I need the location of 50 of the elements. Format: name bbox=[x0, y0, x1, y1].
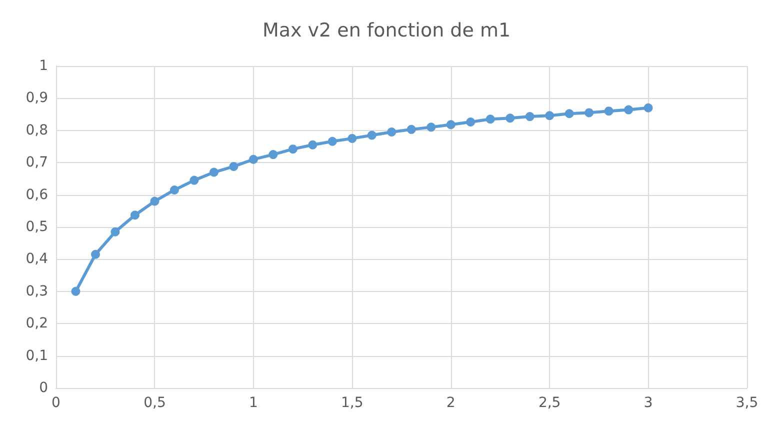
y-tick-label: 0,3 bbox=[26, 283, 48, 300]
point bbox=[446, 120, 456, 130]
point bbox=[486, 114, 495, 124]
point bbox=[348, 134, 357, 143]
x-tick-label: 0 bbox=[52, 395, 60, 411]
y-tick-label: 0 bbox=[39, 380, 48, 396]
point bbox=[90, 250, 100, 259]
y-tick-label: 1 bbox=[39, 58, 48, 74]
point bbox=[525, 112, 534, 122]
point bbox=[209, 168, 218, 177]
point bbox=[328, 136, 337, 146]
point bbox=[387, 128, 396, 137]
point bbox=[229, 162, 238, 171]
point bbox=[584, 108, 594, 118]
x-tick-label: 1 bbox=[248, 395, 258, 411]
x-tick-label: 0,5 bbox=[144, 395, 166, 411]
y-tick-label: 0,6 bbox=[26, 186, 48, 203]
y-tick-label: 0,5 bbox=[26, 219, 48, 235]
point bbox=[604, 106, 614, 116]
point bbox=[150, 196, 160, 206]
point bbox=[248, 154, 258, 164]
point bbox=[367, 130, 376, 140]
point bbox=[288, 144, 298, 154]
y-tick-label: 0,1 bbox=[26, 348, 48, 364]
point bbox=[170, 185, 179, 194]
point bbox=[644, 103, 653, 112]
point bbox=[110, 227, 120, 236]
chart-title: Max v2 en fonction de m1 bbox=[262, 20, 511, 42]
point bbox=[426, 122, 436, 132]
y-tick-label: 0,7 bbox=[26, 154, 48, 171]
point bbox=[308, 140, 318, 150]
point bbox=[406, 124, 416, 134]
point bbox=[466, 118, 476, 127]
x-tick-label: 1,5 bbox=[341, 395, 364, 411]
point bbox=[564, 109, 574, 118]
x-tick-label: 2 bbox=[446, 395, 456, 411]
point bbox=[624, 105, 634, 114]
point bbox=[506, 114, 515, 123]
y-tick-label: 0,4 bbox=[26, 251, 48, 268]
y-tick-label: 0,9 bbox=[26, 90, 48, 106]
point bbox=[71, 286, 80, 296]
point bbox=[190, 176, 199, 185]
x-tick-label: 2,5 bbox=[538, 395, 561, 411]
point bbox=[545, 111, 554, 120]
point bbox=[268, 150, 278, 160]
point bbox=[130, 210, 140, 220]
x-tick-label: 3,5 bbox=[736, 395, 758, 411]
y-tick-label: 0,2 bbox=[26, 316, 48, 332]
y-tick-label: 0,8 bbox=[26, 122, 48, 138]
x-tick-label: 3 bbox=[644, 395, 653, 411]
